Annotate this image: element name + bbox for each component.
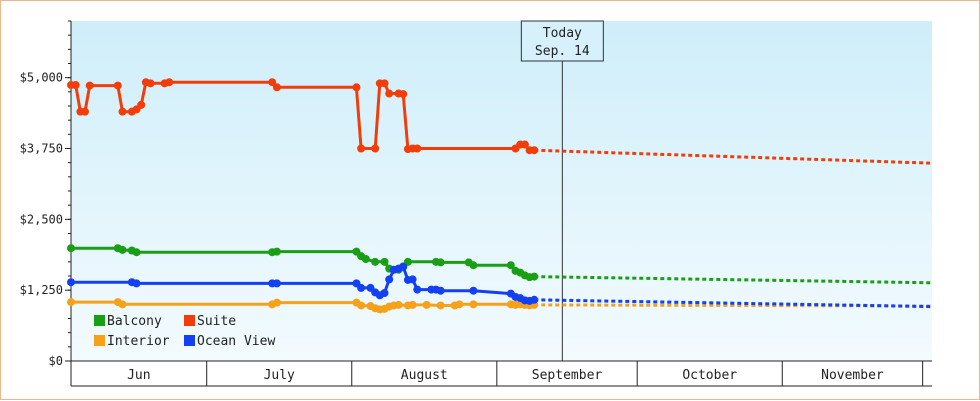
data-point-suite[interactable]	[413, 144, 422, 153]
data-point-interior[interactable]	[422, 300, 431, 309]
month-label-july: July	[264, 368, 295, 383]
data-point-balcony[interactable]	[469, 261, 478, 270]
month-label-september: September	[532, 368, 603, 383]
data-point-suite[interactable]	[85, 81, 94, 90]
data-point-balcony[interactable]	[403, 257, 412, 266]
data-point-interior[interactable]	[272, 298, 281, 307]
data-point-interior[interactable]	[455, 300, 464, 309]
data-point-ocean-view[interactable]	[436, 286, 445, 295]
data-point-balcony[interactable]	[506, 261, 515, 270]
data-point-suite[interactable]	[530, 146, 539, 155]
data-point-suite[interactable]	[268, 78, 277, 87]
month-label-november: November	[821, 368, 884, 383]
data-point-balcony[interactable]	[118, 245, 127, 254]
y-tick-label: $1,250	[20, 283, 63, 297]
data-point-suite[interactable]	[137, 100, 146, 109]
data-point-suite[interactable]	[118, 107, 127, 116]
data-point-ocean-view[interactable]	[132, 279, 141, 288]
data-point-interior[interactable]	[67, 298, 75, 307]
data-point-suite[interactable]	[385, 89, 394, 98]
data-point-suite[interactable]	[146, 79, 155, 88]
legend-label-ocean-view: Ocean View	[197, 334, 275, 349]
y-tick-label: $2,500	[20, 212, 63, 226]
y-tick-label: $3,750	[20, 142, 63, 156]
data-point-balcony[interactable]	[272, 247, 281, 256]
data-point-interior[interactable]	[436, 301, 445, 310]
today-box	[520, 20, 604, 62]
data-point-ocean-view[interactable]	[530, 295, 539, 304]
data-point-balcony[interactable]	[361, 255, 370, 263]
data-point-ocean-view[interactable]	[385, 275, 394, 284]
legend-swatch-interior	[94, 335, 105, 346]
today-date: Sep. 14	[535, 44, 590, 59]
today-label: Today	[543, 26, 582, 41]
plot-area	[71, 21, 932, 361]
legend-swatch-ocean-view	[184, 335, 195, 346]
data-point-ocean-view[interactable]	[272, 279, 281, 288]
data-point-balcony[interactable]	[436, 258, 445, 267]
forecast-line-ocean-view	[534, 298, 933, 309]
data-point-ocean-view[interactable]	[469, 286, 478, 295]
data-point-suite[interactable]	[165, 78, 174, 87]
legend-label-interior: Interior	[107, 334, 170, 349]
data-point-ocean-view[interactable]	[357, 283, 366, 292]
data-point-interior[interactable]	[469, 300, 478, 309]
data-point-suite[interactable]	[357, 144, 366, 153]
data-point-suite[interactable]	[272, 83, 281, 92]
data-point-interior[interactable]	[408, 300, 417, 309]
data-point-ocean-view[interactable]	[380, 289, 389, 297]
data-point-suite[interactable]	[371, 144, 380, 153]
data-point-balcony[interactable]	[380, 257, 389, 266]
data-point-suite[interactable]	[113, 81, 122, 90]
month-label-jun: Jun	[127, 368, 150, 383]
data-point-interior[interactable]	[118, 300, 127, 309]
data-point-ocean-view[interactable]	[399, 262, 408, 271]
data-point-suite[interactable]	[71, 81, 80, 90]
data-point-balcony[interactable]	[530, 272, 539, 281]
data-point-suite[interactable]	[81, 107, 90, 116]
legend-label-suite: Suite	[197, 314, 236, 329]
data-point-ocean-view[interactable]	[67, 278, 75, 287]
month-label-august: August	[401, 368, 448, 383]
data-point-suite[interactable]	[352, 83, 361, 92]
legend-swatch-suite	[184, 315, 195, 326]
data-point-suite[interactable]	[520, 140, 529, 149]
y-tick-label: $0	[49, 354, 63, 368]
legend-swatch-balcony	[94, 315, 105, 326]
data-point-interior[interactable]	[394, 300, 403, 309]
legend-label-balcony: Balcony	[107, 314, 162, 329]
y-tick-label: $5,000	[20, 71, 63, 85]
data-point-balcony[interactable]	[132, 248, 141, 257]
forecast-line-balcony	[534, 275, 933, 285]
data-point-interior[interactable]	[357, 301, 366, 310]
data-point-ocean-view[interactable]	[408, 275, 417, 284]
data-point-balcony[interactable]	[67, 244, 75, 253]
data-point-ocean-view[interactable]	[413, 285, 422, 294]
data-point-balcony[interactable]	[371, 257, 380, 266]
data-point-suite[interactable]	[380, 79, 389, 88]
forecast-line-suite	[534, 148, 933, 165]
month-label-october: October	[682, 368, 737, 383]
data-point-suite[interactable]	[399, 90, 408, 99]
